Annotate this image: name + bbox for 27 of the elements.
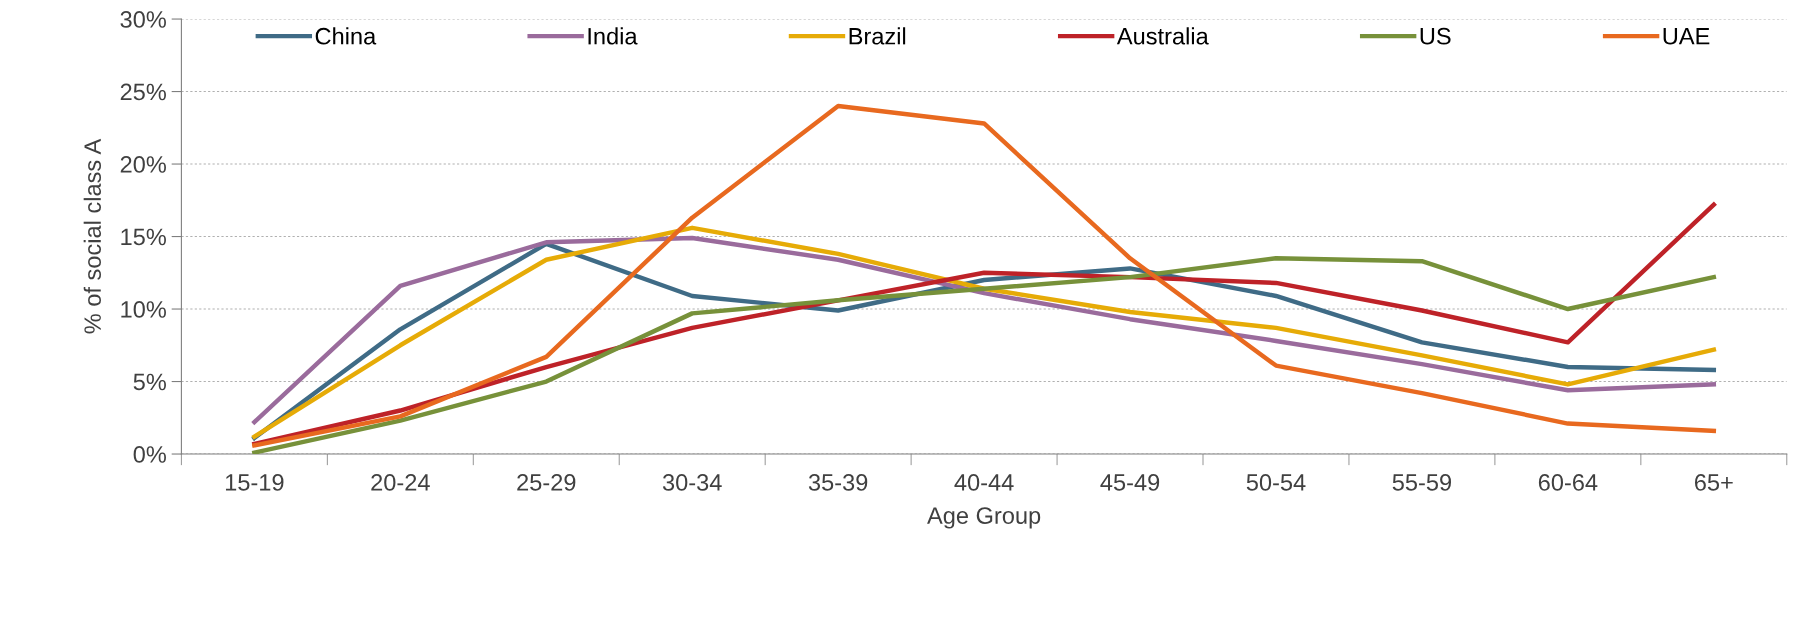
x-tick-label: 35-39 — [808, 474, 868, 491]
legend-label: Australia — [1116, 27, 1209, 45]
line-series — [252, 103, 1717, 448]
x-tick-label: 50-54 — [1246, 474, 1306, 491]
y-tick-label: 30% — [120, 11, 166, 28]
legend-label: Brazil — [849, 27, 906, 45]
y-tick-label: 5% — [133, 373, 166, 391]
y-tick-label: 15% — [121, 228, 166, 246]
x-tick-label: 65+ — [1694, 474, 1733, 491]
legend-label: UAE — [1663, 28, 1710, 45]
x-tick-label: 30-34 — [662, 474, 722, 491]
legend-label: India — [588, 27, 638, 45]
x-tick-label: 15-19 — [225, 474, 284, 491]
y-tick-label: 25% — [120, 83, 166, 101]
x-tick-label: 20-24 — [371, 474, 430, 491]
y-tick-label: 10% — [121, 301, 166, 318]
legend-label: US — [1420, 27, 1451, 45]
x-axis-title: Age Group — [927, 507, 1041, 529]
y-tick-label: 0% — [133, 446, 166, 463]
y-tick-label: 20% — [120, 156, 166, 173]
y-axis-title: % of social class A — [83, 138, 102, 334]
x-tick-label: 40-44 — [954, 474, 1014, 491]
x-tick-label: 60-64 — [1538, 474, 1598, 491]
legend-label: China — [315, 27, 377, 45]
x-tick-label: 45-49 — [1100, 474, 1160, 491]
x-tick-label: 25-29 — [517, 474, 576, 491]
x-tick-label: 55-59 — [1392, 474, 1452, 491]
